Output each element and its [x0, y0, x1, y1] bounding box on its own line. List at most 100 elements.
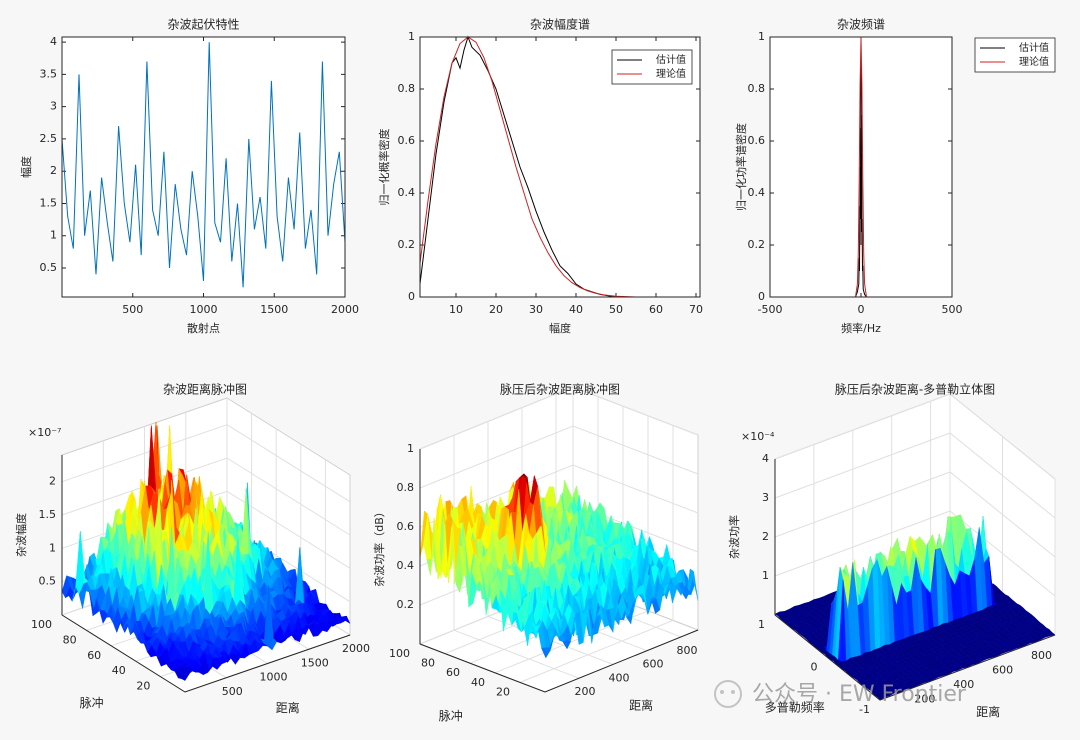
- y-tick-label: 1: [408, 30, 415, 43]
- y-axis-label: 脉冲: [80, 695, 104, 710]
- y-tick-label: 3: [50, 100, 57, 113]
- x-tick-label: 0: [858, 303, 865, 316]
- y-tick-label: 4: [50, 35, 57, 48]
- y-axis-label: 多普勒频率: [765, 699, 825, 714]
- chart-title: 杂波频谱: [837, 18, 885, 32]
- z-tick-label: 0.5: [39, 575, 57, 588]
- x-tick-label: 600: [992, 664, 1013, 677]
- y-tick-label: 40: [471, 676, 485, 689]
- y-tick-label: 0.5: [40, 261, 58, 274]
- z-tick-label: 3: [762, 491, 769, 504]
- y-tick-label: 1.5: [40, 196, 58, 209]
- x-tick-label: -500: [758, 303, 783, 316]
- x-axis-label: 距离: [976, 704, 1000, 719]
- y-tick-label: 0.2: [398, 238, 416, 251]
- y-tick-label: 40: [112, 664, 126, 677]
- x-axis-label: 幅度: [549, 321, 571, 335]
- watermark-icon: [714, 680, 742, 708]
- x-tick-label: 1000: [260, 671, 288, 684]
- y-tick-label: -1: [859, 703, 870, 716]
- axes: [62, 37, 345, 297]
- x-tick-label: 800: [677, 644, 698, 657]
- x-tick-label: 500: [122, 303, 143, 316]
- z-tick-label: 0.6: [397, 520, 415, 533]
- x-tick-label: 30: [529, 303, 543, 316]
- y-tick-label: 0.2: [748, 238, 766, 251]
- z-axis-label: 杂波功率（dB）: [372, 506, 386, 587]
- y-tick-label: 100: [31, 618, 52, 631]
- legend-label: 理论值: [656, 67, 686, 80]
- y-tick-label: 0: [758, 290, 765, 303]
- y-axis-label: 脉冲: [439, 708, 463, 723]
- x-tick-label: 1500: [301, 656, 329, 669]
- y-tick-label: 60: [87, 649, 101, 662]
- x-axis-label: 频率/Hz: [841, 321, 881, 335]
- x-tick-label: 20: [489, 303, 503, 316]
- axes-box: [769, 36, 953, 298]
- legend: [611, 49, 693, 85]
- axis-lines: [419, 449, 699, 693]
- legend-label: 估计值: [1019, 41, 1049, 54]
- z-tick-label: 1: [762, 569, 769, 582]
- x-axis-label: 散射点: [187, 321, 220, 335]
- x-axis-label: 距离: [276, 700, 300, 715]
- series-line: [61, 42, 346, 288]
- y-tick-label: 0: [811, 661, 818, 674]
- y-tick-label: 80: [63, 633, 77, 646]
- z-axis-label: 杂波幅度: [14, 513, 28, 557]
- y-tick-label: 2.5: [40, 132, 58, 145]
- surface: [774, 514, 1056, 700]
- y-tick-label: 0.6: [748, 134, 766, 147]
- z-tick-label: 1.5: [39, 508, 57, 521]
- y-tick-label: 80: [421, 657, 435, 670]
- y-tick-label: 0.4: [748, 186, 766, 199]
- surface-cell: [181, 673, 190, 681]
- y-tick-label: 100: [389, 647, 410, 660]
- surface: [61, 422, 351, 681]
- x-tick-label: 2000: [331, 303, 359, 316]
- legend-label: 估计值: [656, 53, 686, 66]
- legend: [974, 37, 1056, 73]
- y-axis-label: 归一化概率密度: [377, 129, 391, 206]
- axes-box: [419, 36, 701, 298]
- x-tick-label: 200: [914, 693, 935, 706]
- x-tick-label: 600: [643, 658, 664, 671]
- x-tick-label: 10: [449, 303, 463, 316]
- y-tick-label: 0.4: [398, 186, 416, 199]
- x-tick-label: 50: [609, 303, 623, 316]
- x-tick-label: 200: [575, 685, 596, 698]
- z-tick-label: 2: [49, 475, 56, 488]
- x-tick-label: 400: [609, 671, 630, 684]
- y-axis-label: 归一化功率谱密度: [734, 123, 748, 211]
- x-tick-label: 1000: [190, 303, 218, 316]
- watermark: 公众号 · EW Frontier: [752, 682, 967, 707]
- y-tick-label: 1: [50, 229, 57, 242]
- z-exponent: ×10⁻⁴: [741, 430, 775, 443]
- chart-title: 杂波幅度谱: [530, 17, 590, 32]
- chart-title: 杂波距离脉冲图: [163, 382, 247, 397]
- surface-cell: [541, 647, 550, 659]
- y-axis-label: 幅度: [19, 156, 33, 178]
- z-tick-label: 0.2: [397, 598, 415, 611]
- z-tick-label: 4: [762, 452, 769, 465]
- y-tick-label: 20: [496, 685, 510, 698]
- y-tick-label: 0.6: [398, 134, 416, 147]
- x-tick-label: 500: [942, 303, 963, 316]
- y-tick-label: 1: [758, 30, 765, 43]
- z-tick-label: 2: [762, 530, 769, 543]
- x-tick-label: 800: [1031, 649, 1052, 662]
- chart-title: 脉压后杂波距离脉冲图: [500, 382, 620, 397]
- chart-title: 脉压后杂波距离-多普勒立体图: [835, 382, 995, 397]
- z-axis-label: 杂波功率: [727, 515, 741, 559]
- y-tick-label: 1: [758, 618, 765, 631]
- x-tick-label: 500: [222, 685, 243, 698]
- y-grid-line: [519, 425, 674, 683]
- z-tick-label: 0.4: [397, 559, 415, 572]
- x-tick-label: 1500: [260, 303, 288, 316]
- chart-title: 杂波起伏特性: [167, 17, 239, 32]
- y-tick-label: 3.5: [40, 67, 58, 80]
- y-tick-label: 0: [408, 290, 415, 303]
- x-tick-label: 60: [649, 303, 663, 316]
- z-tick-label: 1: [407, 442, 414, 455]
